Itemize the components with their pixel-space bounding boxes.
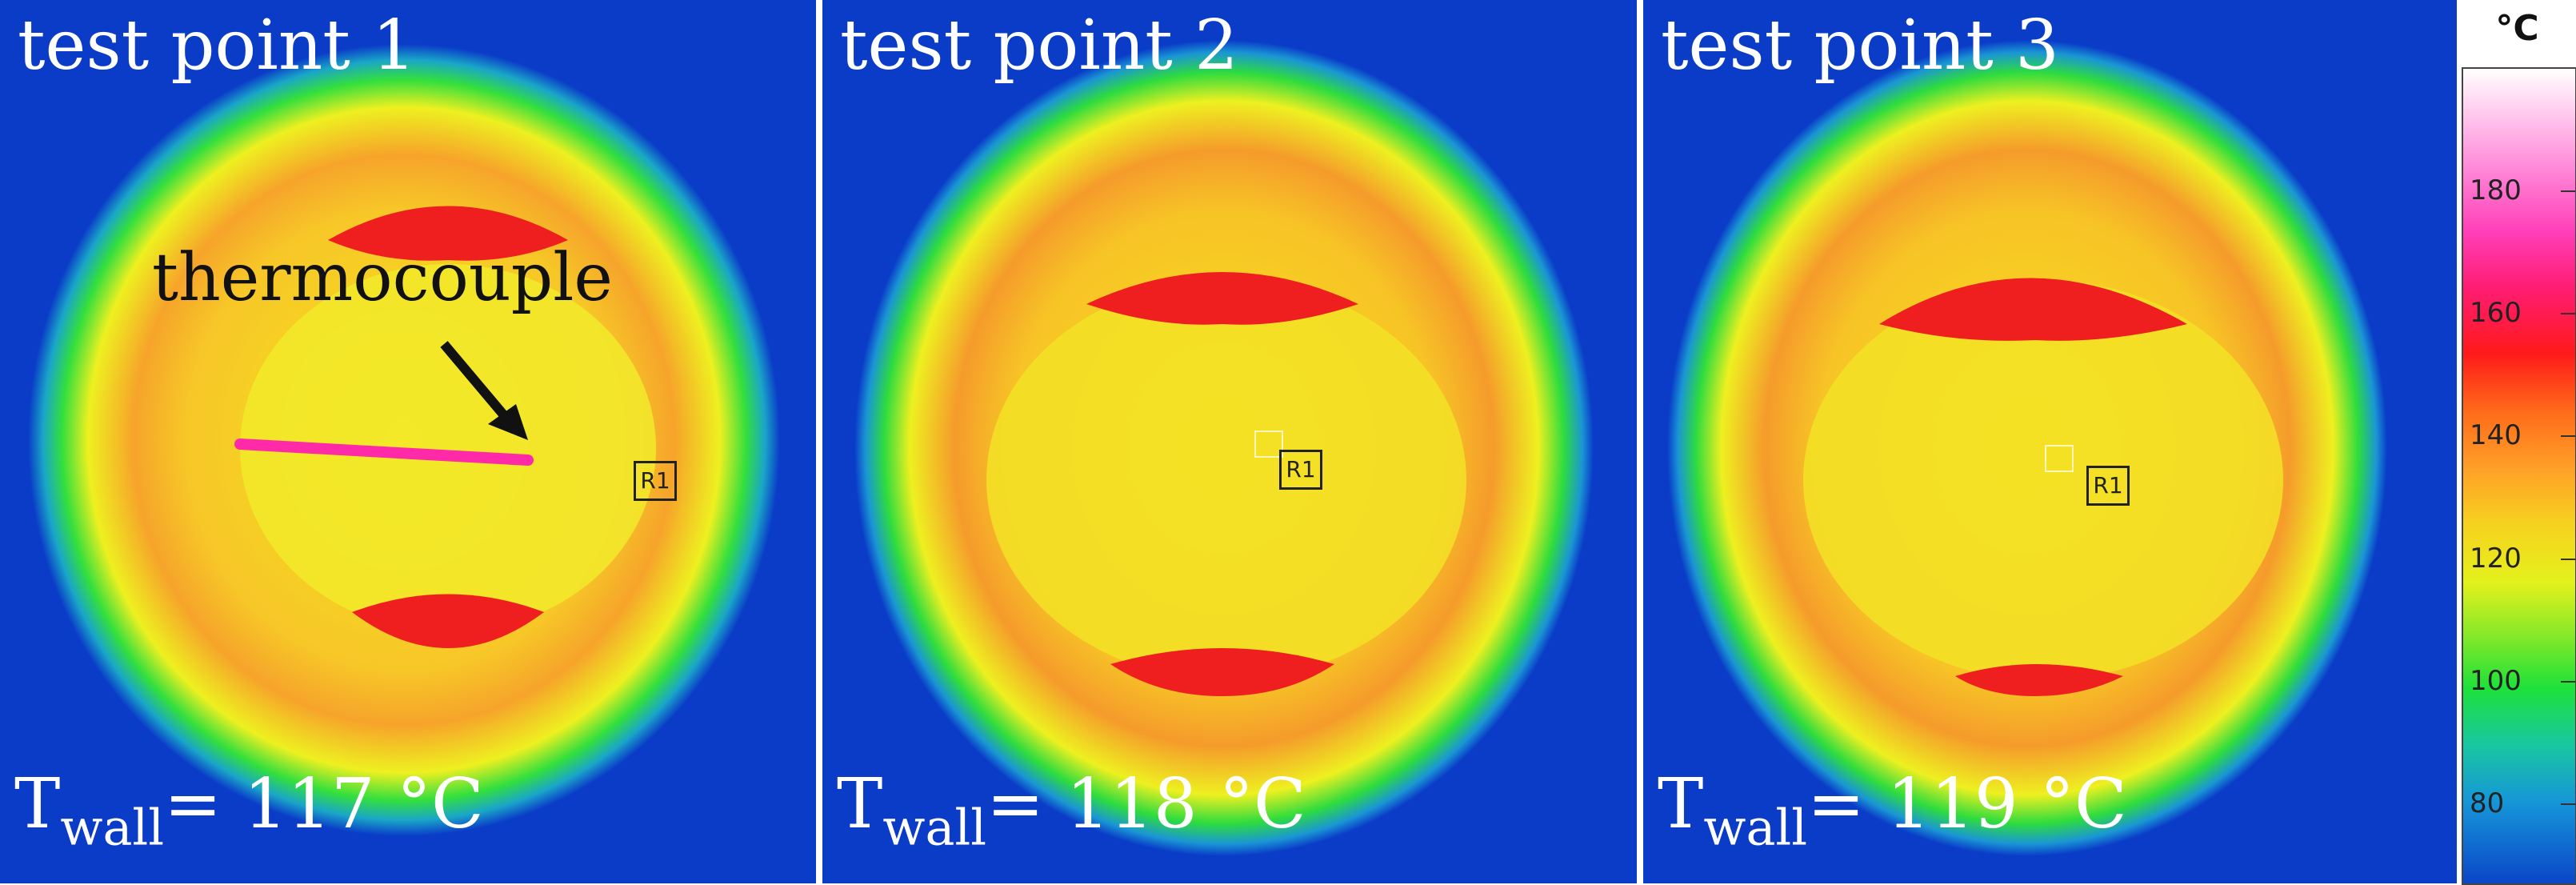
tick-label-180: 180: [2470, 174, 2522, 206]
hotspot-top: [328, 206, 568, 261]
thermal-panel-1: test point 1 thermocouple R1 Twall= 117 …: [0, 0, 816, 883]
thermal-panel-2: test point 2 R1 Twall= 118 °C: [822, 0, 1637, 883]
tick-mark: [2561, 559, 2575, 560]
tick-label-100: 100: [2470, 665, 2522, 697]
tick-mark: [2561, 190, 2575, 192]
tick-label-140: 140: [2470, 419, 2522, 451]
scale-unit: °C: [2495, 8, 2539, 49]
hotspot-bottom: [1955, 664, 2123, 696]
hotspot-top: [1879, 278, 2187, 341]
roi-box: R1: [2086, 466, 2130, 506]
inner-plate: [986, 280, 1466, 680]
wall-temperature: Twall= 118 °C: [837, 764, 1306, 857]
temperature-scale: °C 180 160 140 120 100 80: [2458, 0, 2576, 885]
thermocouple-label: thermocouple: [152, 240, 613, 316]
hotspot-bottom: [352, 594, 544, 648]
panel-label: test point 2: [840, 6, 1238, 86]
panel-label: test point 1: [18, 6, 416, 86]
tick-label-160: 160: [2470, 297, 2522, 329]
roi-box: R1: [634, 461, 677, 501]
color-bar: 180 160 140 120 100 80: [2462, 67, 2576, 885]
arrow-head: [488, 404, 528, 440]
roi-marker: [2045, 445, 2074, 472]
thermal-image-3: [1667, 40, 2387, 856]
tick-mark: [2561, 803, 2575, 805]
roi-marker: [1254, 430, 1283, 458]
wall-temperature: Twall= 117 °C: [14, 764, 484, 857]
roi-box: R1: [1279, 450, 1322, 490]
thermal-image-1: [28, 44, 780, 836]
wall-temperature: Twall= 119 °C: [1658, 764, 2127, 857]
tick-label-80: 80: [2470, 787, 2505, 819]
inner-plate: [240, 264, 656, 632]
thermal-image-2: [854, 40, 1594, 856]
panel-label: test point 3: [1661, 6, 2059, 86]
thermal-panel-3: test point 3 R1 Twall= 119 °C: [1643, 0, 2457, 883]
arrow: [440, 341, 512, 423]
hotspot-bottom: [1110, 648, 1334, 696]
thermocouple-wire: [234, 438, 534, 466]
tick-mark: [2561, 313, 2575, 314]
inner-plate: [1803, 280, 2283, 680]
hotspot-top: [1086, 272, 1358, 325]
tick-mark: [2561, 681, 2575, 683]
tick-label-120: 120: [2470, 543, 2522, 575]
tick-mark: [2561, 435, 2575, 437]
